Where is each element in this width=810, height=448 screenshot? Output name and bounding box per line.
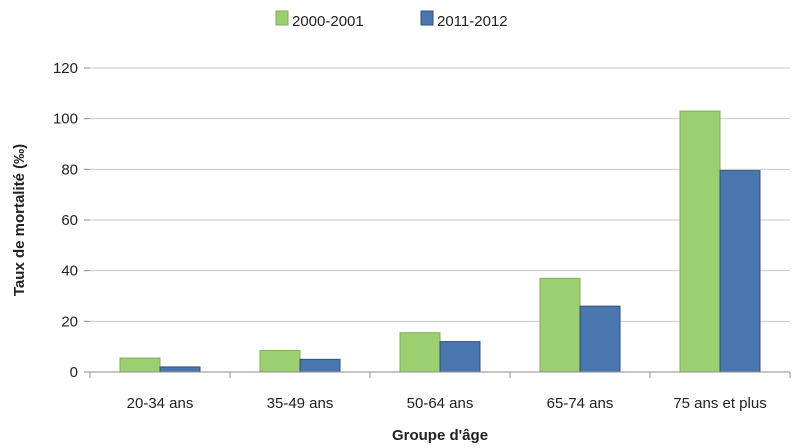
legend-swatch-2011-2012 bbox=[420, 10, 434, 26]
bar-2011-2012-75-ans-et-plus bbox=[719, 170, 761, 373]
y-tick-label: 20 bbox=[61, 313, 78, 330]
legend: 2000-2001 2011-2012 bbox=[275, 10, 508, 30]
bar-2000-2001-35-49-ans bbox=[259, 349, 301, 373]
gridlines bbox=[90, 67, 790, 322]
legend-label-2011-2012: 2011-2012 bbox=[437, 13, 508, 30]
x-tick-label: 35-49 ans bbox=[267, 395, 334, 412]
bars bbox=[119, 110, 761, 373]
bar-2000-2001-65-74-ans bbox=[539, 277, 581, 373]
bar-2011-2012-50-64-ans bbox=[439, 341, 481, 373]
x-tick-label: 65-74 ans bbox=[547, 395, 614, 412]
y-axis-title: Taux de mortalité (‰) bbox=[11, 144, 28, 296]
y-axis-ticks: 0 20 40 60 80 100 120 bbox=[53, 60, 90, 381]
legend-label-2000-2001: 2000-2001 bbox=[292, 13, 364, 30]
x-axis-title: Groupe d'âge bbox=[392, 427, 488, 444]
x-tick-label: 20-34 ans bbox=[127, 395, 194, 412]
y-tick-label: 80 bbox=[61, 161, 78, 178]
legend-swatch-2000-2001 bbox=[275, 10, 289, 26]
bar-2000-2001-50-64-ans bbox=[399, 332, 441, 373]
x-tick-label: 75 ans et plus bbox=[673, 395, 766, 412]
bar-2011-2012-20-34-ans bbox=[159, 366, 201, 373]
bar-2000-2001-75-ans-et-plus bbox=[679, 110, 721, 373]
y-tick-label: 100 bbox=[53, 111, 78, 128]
y-tick-label: 40 bbox=[61, 263, 78, 280]
y-tick-label: 0 bbox=[70, 364, 78, 381]
bar-2000-2001-20-34-ans bbox=[119, 357, 161, 373]
bar-2011-2012-35-49-ans bbox=[299, 358, 341, 373]
bar-2011-2012-65-74-ans bbox=[579, 305, 621, 373]
x-axis-ticks: 20-34 ans 35-49 ans 50-64 ans 65-74 ans 75 a… bbox=[89, 372, 791, 412]
y-tick-label: 60 bbox=[61, 212, 78, 229]
y-tick-label: 120 bbox=[53, 60, 78, 77]
x-tick-label: 50-64 ans bbox=[407, 395, 474, 412]
